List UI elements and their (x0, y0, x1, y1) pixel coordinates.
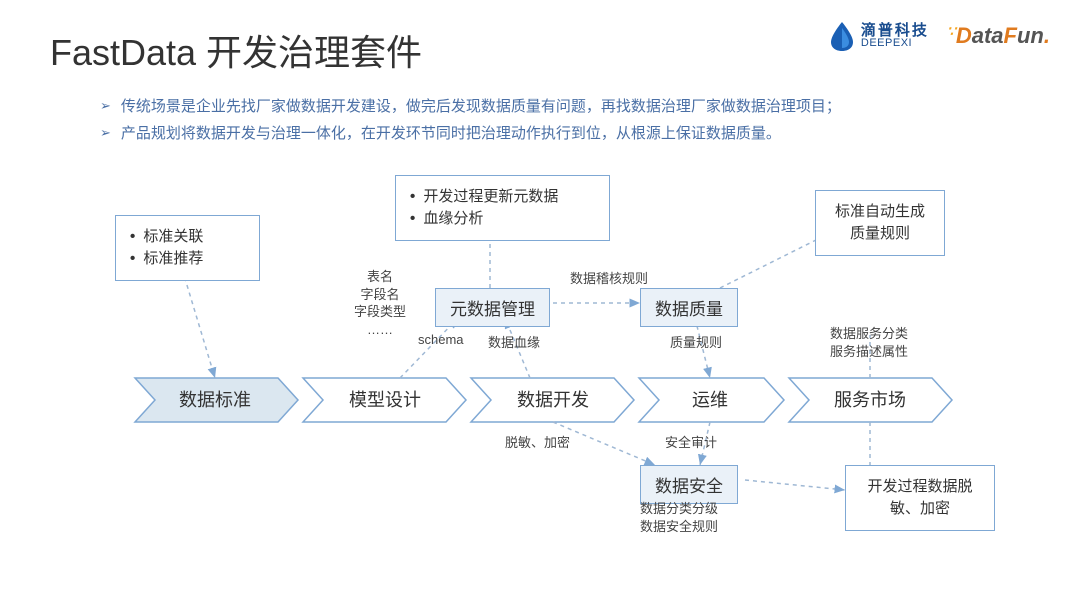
label-quality-rule: 质量规则 (670, 332, 722, 351)
box-security: 数据安全 (640, 465, 738, 504)
box-quality: 数据质量 (640, 288, 738, 327)
label-sec-below: 数据分类分级 数据安全规则 (640, 500, 718, 535)
svg-text:数据开发: 数据开发 (517, 390, 589, 410)
label-service: 数据服务分类 服务描述属性 (830, 325, 908, 360)
callout-item: 标准关联 (130, 226, 245, 248)
callout-security: 开发过程数据脱敏、加密 (845, 465, 995, 531)
svg-text:模型设计: 模型设计 (349, 390, 421, 410)
label-desensitize: 脱敏、加密 (505, 432, 570, 451)
label-model-fields: 表名 字段名 字段类型 …… (354, 268, 406, 338)
callout-text: 开发过程数据脱敏、加密 (867, 478, 972, 517)
callout-item: 开发过程更新元数据 (410, 186, 595, 208)
callout-item: 血缘分析 (410, 208, 595, 230)
callout-standard: 标准关联 标准推荐 (115, 215, 260, 281)
svg-text:运维: 运维 (692, 390, 728, 410)
callout-item: 标准推荐 (130, 248, 245, 270)
label-sec-audit: 安全审计 (665, 432, 717, 451)
callout-dev: 开发过程更新元数据 血缘分析 (395, 175, 610, 241)
callout-text: 标准自动生成质量规则 (835, 203, 925, 242)
callout-qrule: 标准自动生成质量规则 (815, 190, 945, 256)
label-audit-rule: 数据稽核规则 (570, 268, 648, 287)
label-lineage: 数据血缘 (488, 332, 540, 351)
box-metadata: 元数据管理 (435, 288, 550, 327)
svg-text:服务市场: 服务市场 (834, 390, 906, 410)
label-schema: schema (418, 332, 464, 347)
flow-steps: 数据标准 模型设计 数据开发 运维 服务市场 (135, 378, 952, 422)
svg-text:数据标准: 数据标准 (179, 390, 251, 410)
